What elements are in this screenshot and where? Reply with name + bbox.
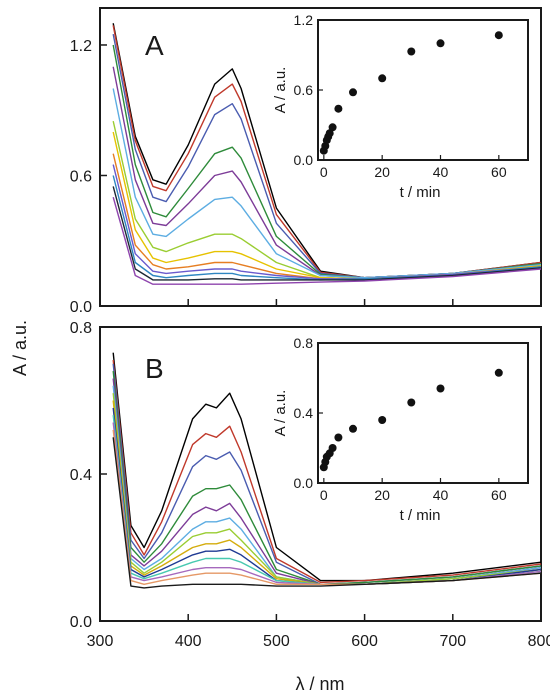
y-tick-label: 0.6 (70, 168, 92, 185)
spectrum-line (112, 437, 542, 589)
inset-data-point (436, 384, 445, 393)
inset-y-tick-label: 0.0 (294, 475, 314, 491)
inset-data-point (328, 123, 337, 132)
inset-x-tick-label: 20 (374, 487, 390, 503)
panel-b-inset-xlabel: t / min (400, 507, 441, 524)
x-tick-label: 500 (263, 633, 290, 650)
spectrum-line (112, 175, 542, 281)
panel-b-inset-ylabel: A / a.u. (272, 390, 289, 437)
inset-data-point (494, 368, 503, 377)
spectrum-line (112, 371, 542, 585)
x-tick-label: 400 (175, 633, 202, 650)
inset-x-tick-label: 0 (320, 164, 328, 180)
spectrum-line (112, 88, 542, 279)
inset-x-tick-label: 60 (491, 164, 507, 180)
panel-a-inset-xlabel: t / min (400, 184, 441, 201)
panel-a-letter: A (145, 30, 164, 61)
inset-x-tick-label: 40 (433, 164, 449, 180)
panel-a-inset-frame (317, 19, 529, 161)
inset-data-point (436, 39, 445, 48)
panel-a-y-ticks: 0.0 0.6 1.2 (70, 38, 542, 316)
y-tick-label: 0.8 (70, 320, 92, 337)
inset-data-point (328, 444, 337, 452)
panel-a-spectra (112, 23, 542, 285)
inset-y-tick-label: 0.4 (294, 405, 314, 421)
x-axis-ticks: 300 400 500 600 700 800 (87, 633, 550, 650)
x-tick-label: 700 (439, 633, 466, 650)
inset-data-point (494, 31, 503, 40)
inset-data-point (349, 424, 357, 433)
panel-b-spectra (112, 352, 542, 589)
inset-y-tick-label: 0.0 (294, 152, 314, 168)
x-axis-title: λ / nm (295, 674, 344, 694)
panel-b-letter: B (145, 353, 164, 384)
inset-x-tick-label: 40 (433, 487, 449, 503)
panel-a-inset: 0.0 0.6 1.2 0 20 40 60 t / min A / a.u. (272, 12, 529, 201)
inset-x-tick-label: 60 (491, 487, 507, 503)
inset-data-point (407, 47, 416, 56)
panel-a-inset-ylabel: A / a.u. (272, 67, 289, 114)
spectrum-line (112, 186, 542, 281)
x-tick-label: 300 (87, 633, 114, 650)
y-tick-label: 0.0 (70, 614, 92, 631)
x-tick-label: 600 (351, 633, 378, 650)
inset-y-tick-label: 0.6 (294, 82, 314, 98)
inset-data-point (378, 74, 387, 83)
panel-b-inset: 0.0 0.4 0.8 0 20 40 60 t / min A / a.u. (272, 335, 529, 524)
y-axis-title: A / a.u. (10, 320, 30, 376)
inset-y-tick-label: 0.8 (294, 335, 314, 351)
spectrum-line (112, 164, 542, 280)
y-tick-label: 0.0 (70, 299, 92, 316)
panel-b-inset-points: 0.0 0.4 0.8 0 20 40 60 (294, 335, 507, 503)
panel-a-frame (99, 7, 542, 307)
inset-data-point (378, 416, 387, 424)
inset-data-point (325, 129, 334, 138)
panel-b-y-ticks: 0.0 0.4 0.8 (70, 320, 542, 631)
inset-x-tick-label: 20 (374, 164, 390, 180)
panel-a-inset-points: 0.0 0.6 1.2 0 20 40 60 (294, 12, 507, 180)
inset-data-point (334, 104, 343, 113)
panel-b-inset-frame (317, 342, 529, 484)
spectrum-line (112, 197, 542, 285)
y-tick-label: 1.2 (70, 38, 92, 55)
x-tick-label: 800 (528, 633, 550, 650)
panel-a: 0.0 0.6 1.2 A 0.0 0.6 1.2 0 20 40 60 t / min A /… (70, 7, 542, 316)
inset-data-point (349, 88, 357, 97)
inset-data-point (334, 433, 343, 442)
inset-y-tick-label: 1.2 (294, 12, 314, 28)
y-tick-label: 0.4 (70, 467, 92, 484)
panel-b: 0.0 0.4 0.8 B 0.0 0.4 0.8 0 20 40 60 t / min A /… (70, 320, 542, 631)
inset-x-tick-label: 0 (320, 487, 328, 503)
inset-data-point (407, 398, 416, 407)
spectrum-line (112, 360, 542, 584)
